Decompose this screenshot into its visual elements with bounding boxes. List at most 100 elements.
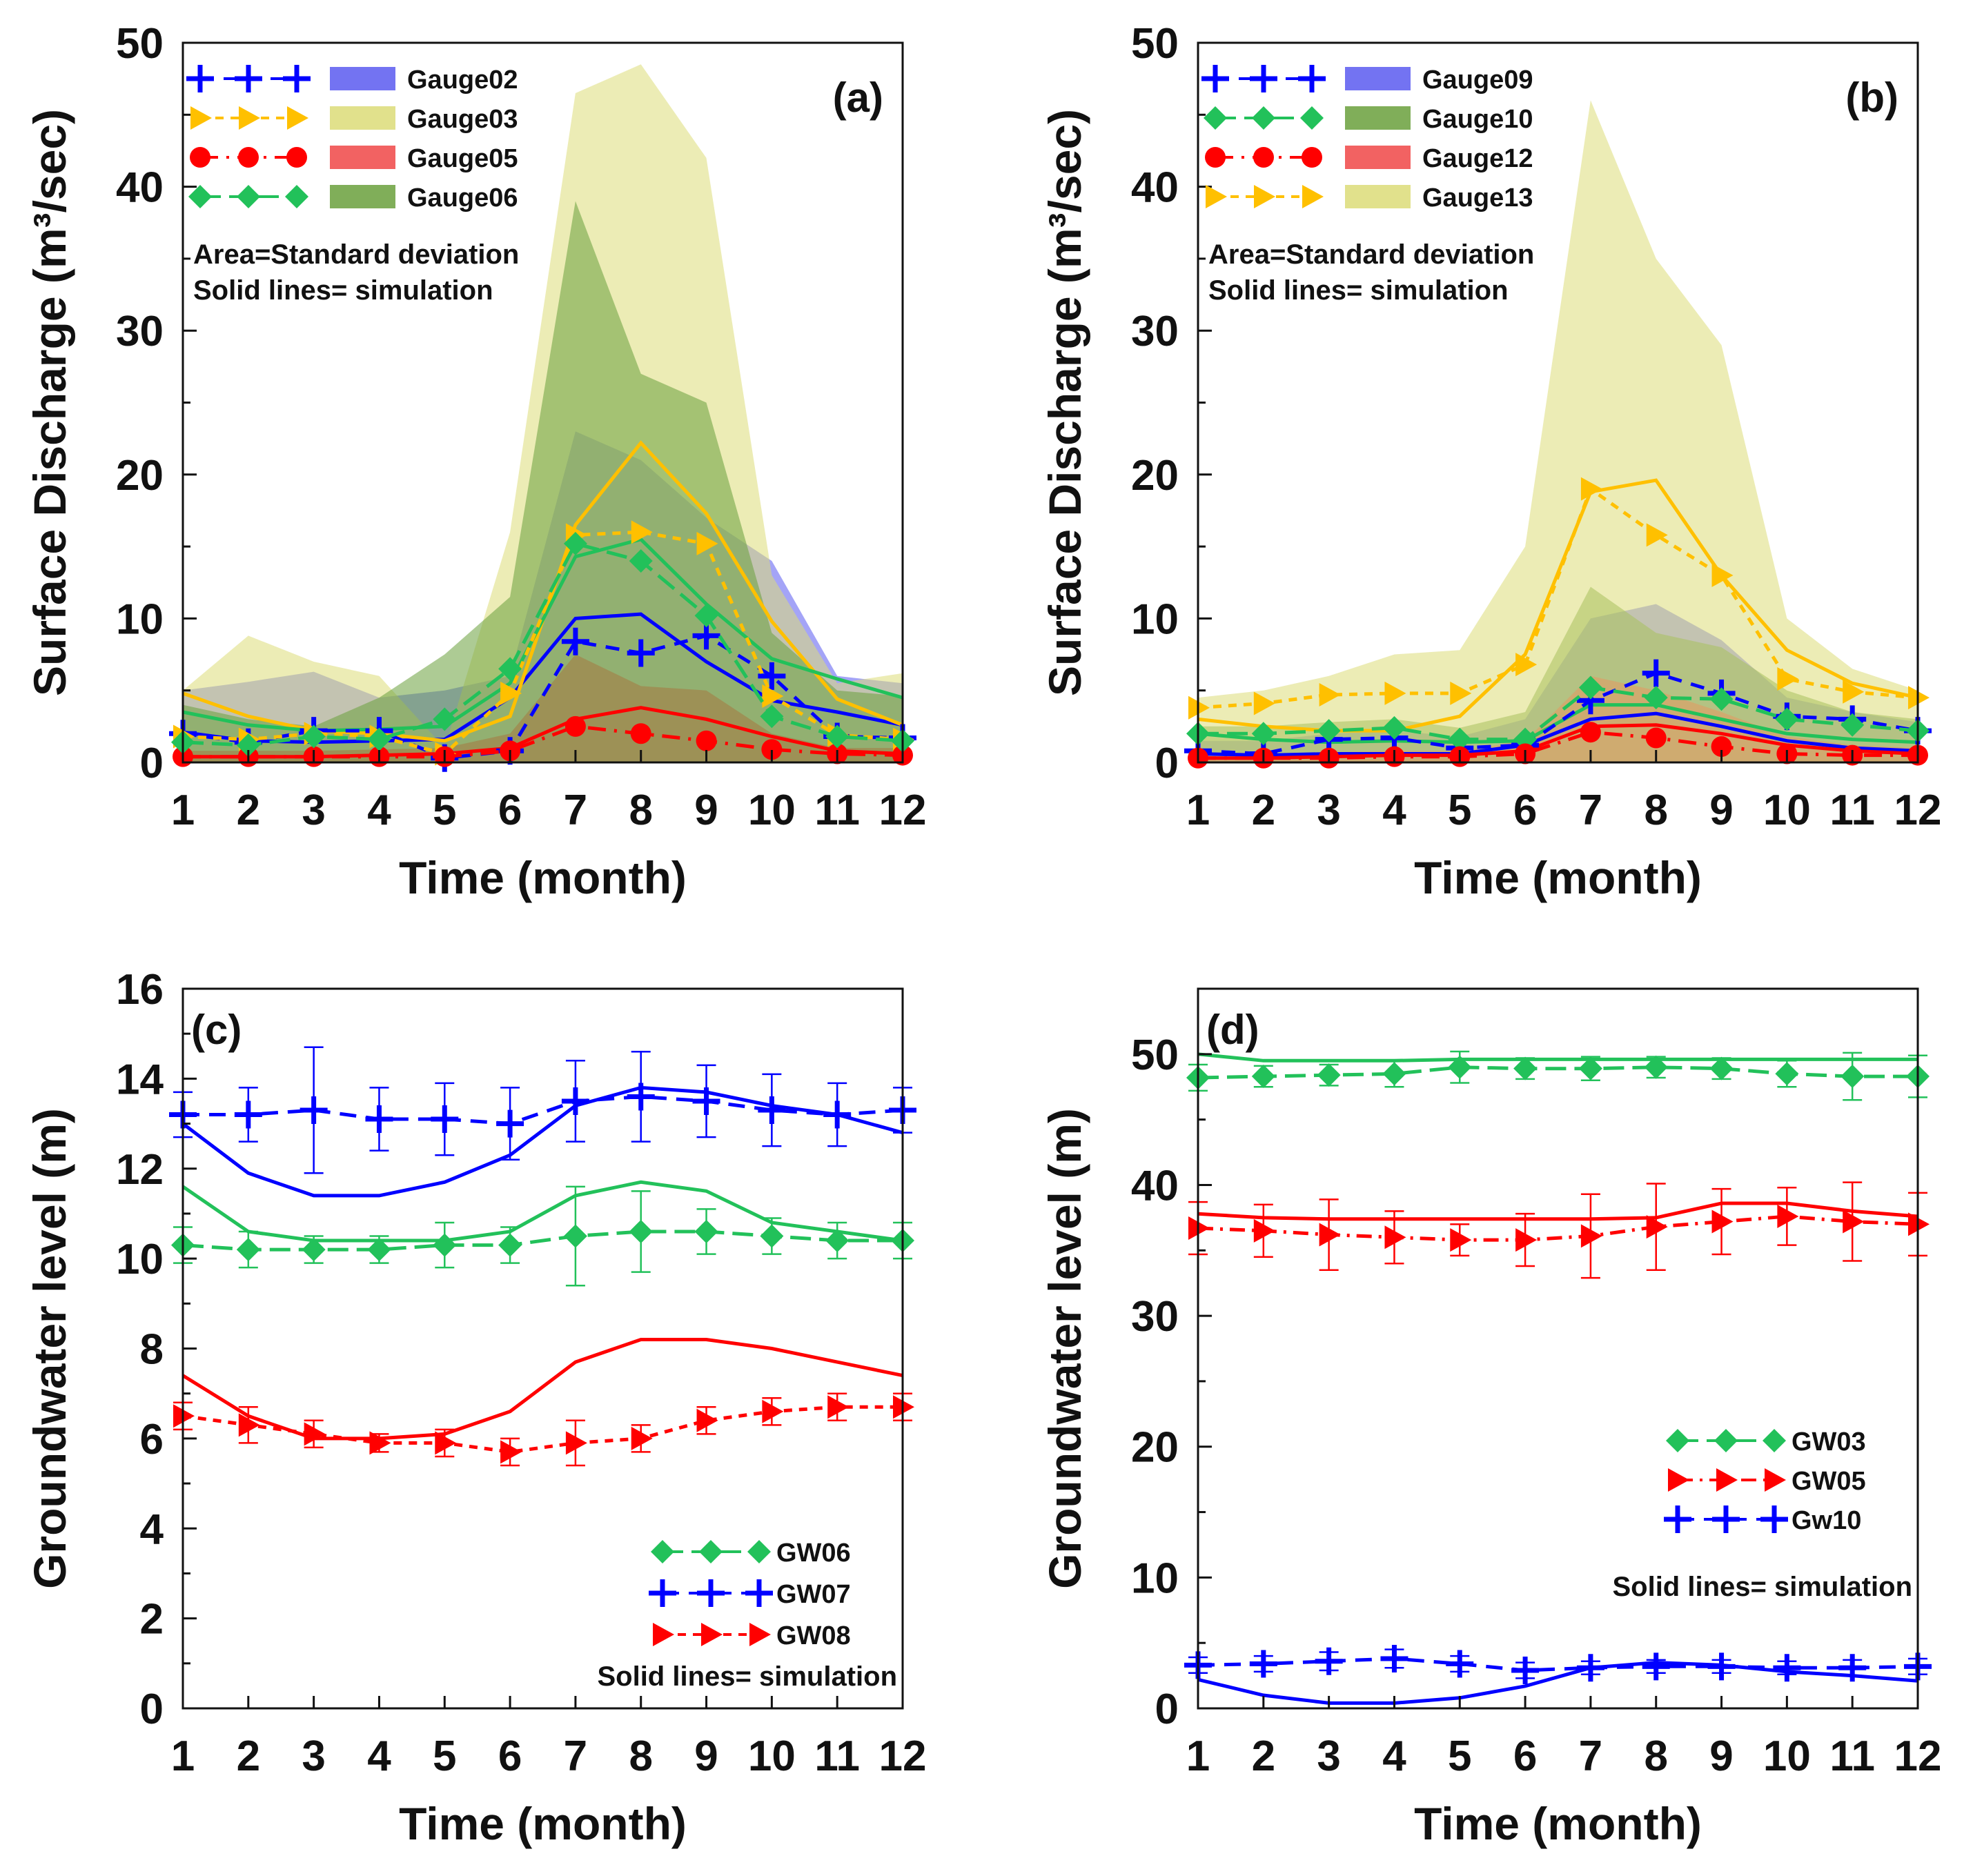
obs-point-gauge13 [1646,523,1668,547]
legend-marker [1252,106,1275,130]
obs-line-gw10 [1197,1657,1918,1672]
obs-point-gw03 [1644,1055,1668,1079]
chart-note: Area=Standard deviation [193,239,519,270]
legend-marker [190,147,210,168]
legend-swatch [1345,106,1411,130]
obs-point-gw10 [1642,1652,1670,1681]
obs-line-gauge13 [1197,486,1918,710]
x-tick-label: 5 [433,787,456,834]
obs-point-gw05 [1515,1228,1538,1252]
obs-point-gw05 [1253,1218,1275,1243]
legend: Gauge09 Gauge10 Gauge12 Gauge13 [1201,65,1533,213]
obs-point-gauge10 [1841,713,1865,737]
legend-marker [190,106,212,130]
legend-marker [287,106,308,130]
obs-point-gauge06 [694,604,718,628]
obs-point-gauge06 [498,657,522,681]
legend-marker [1254,185,1275,208]
legend-marker [1300,106,1324,130]
obs-point-gw08 [565,1431,587,1455]
y-tick-label: 10 [116,1236,164,1283]
legend-marker [653,1623,674,1646]
x-tick-label: 4 [1382,1732,1406,1780]
obs-point-gw05 [1646,1215,1668,1239]
obs-point-gw06 [629,1220,653,1244]
obs-point-gw10 [1511,1657,1540,1685]
plot-frame [1197,987,1919,1710]
obs-point-gw08 [238,1413,260,1437]
x-tick-label: 6 [498,787,522,834]
x-tick-label: 12 [1894,1732,1942,1780]
x-tick-label: 8 [1644,787,1667,834]
obs-point-gw08 [500,1440,522,1464]
legend-item-gauge13: Gauge13 [1206,184,1533,213]
y-axis-label: Surface Discharge (m³/sec) [1039,109,1090,696]
obs-point-gw07 [692,1087,720,1115]
legend-marker [701,1623,723,1646]
legend-marker [649,1579,676,1607]
y-tick-label: 10 [1131,1554,1179,1602]
legend-marker [1302,185,1324,208]
legend-label: GW05 [1792,1467,1866,1496]
x-tick-label: 7 [564,1732,587,1780]
sim-line-gw08 [181,1338,903,1441]
legend: GW06 GW07 GW08 [649,1539,851,1650]
obs-point-gw10 [1707,1652,1736,1681]
std-area-gauge13 [1198,100,1918,762]
y-tick-label: 6 [140,1416,164,1463]
x-tick-label: 9 [694,787,718,834]
legend-label: Gauge06 [407,184,518,213]
y-tick-label: 30 [1131,1293,1179,1341]
legend-marker [237,185,260,208]
legend-marker [1664,1505,1691,1533]
obs-point-gauge10 [1382,715,1406,740]
x-tick-label: 12 [1894,787,1942,834]
obs-line-gw03 [1197,1065,1918,1080]
obs-line-gw06 [182,1230,903,1252]
obs-point-gauge10 [1644,686,1668,710]
x-axis-label: Time (month) [399,1798,687,1849]
x-tick-label: 9 [1709,1732,1733,1780]
obs-point-gauge05 [565,715,586,737]
obs-point-gw08 [827,1395,850,1419]
legend-label: GW07 [776,1580,851,1609]
x-tick-label: 10 [748,1732,796,1780]
legend-swatch [1345,146,1411,169]
x-tick-label: 5 [433,1732,456,1780]
x-tick-label: 6 [1513,787,1537,834]
obs-point-gauge10 [1317,719,1341,743]
obs-point-gauge10 [1578,675,1602,700]
obs-point-gauge03 [631,520,653,544]
obs-point-gw06 [302,1238,326,1262]
x-tick-label: 4 [1382,787,1406,834]
obs-point-gauge10 [1513,727,1538,751]
legend: Gauge02 Gauge03 Gauge05 Gauge06 [186,65,518,213]
obs-line-gw05 [1197,1214,1918,1242]
legend-marker [283,65,311,92]
legend-item-gauge09: Gauge09 [1201,65,1533,95]
x-tick-label: 10 [1763,787,1811,834]
legend-item-gw05: GW05 [1668,1467,1866,1496]
obs-point-gauge10 [1448,727,1472,751]
obs-point-gauge06 [367,727,391,751]
obs-point-gauge06 [433,707,457,731]
x-tick-label: 3 [1317,1732,1340,1780]
chart-note: Solid lines= simulation [1208,275,1509,306]
legend-marker [186,65,214,92]
legend-item-gauge12: Gauge12 [1205,144,1533,173]
legend-swatch [330,106,395,130]
x-tick-label: 7 [1579,1732,1602,1780]
obs-point-gauge02 [627,639,655,667]
y-axis-label: Surface Discharge (m³/sec) [24,109,75,696]
x-tick-label: 6 [1513,1732,1537,1780]
y-tick-label: 40 [1131,1162,1179,1209]
obs-point-gauge10 [1709,687,1734,711]
legend-label: Gauge13 [1422,184,1533,213]
legend-marker [1204,106,1227,130]
obs-point-gw03 [1251,1065,1275,1089]
x-tick-label: 2 [237,1732,260,1780]
y-tick-label: 40 [116,164,164,212]
x-tick-label: 11 [1829,1732,1875,1780]
